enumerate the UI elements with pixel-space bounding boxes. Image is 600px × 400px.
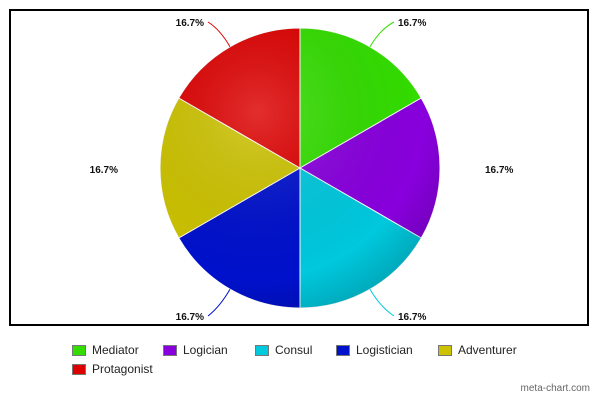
legend-item-consul: Consul: [255, 342, 312, 358]
legend-swatch: [72, 344, 86, 356]
legend-label: Adventurer: [458, 343, 517, 357]
pie-slices: [159, 27, 441, 309]
legend-swatch: [336, 344, 350, 356]
slice-label-consul: 16.7%: [398, 312, 426, 323]
slice-label-mediator: 16.7%: [398, 18, 426, 29]
legend-label: Logician: [183, 343, 228, 357]
legend-swatch: [438, 344, 452, 356]
slice-labels: 16.7% 16.7% 16.7% 16.7% 16.7% 16.7%: [90, 18, 514, 323]
slice-label-logician: 16.7%: [485, 165, 513, 176]
legend-swatch: [72, 363, 86, 375]
watermark: meta-chart.com: [520, 383, 590, 394]
leader-line-mediator: [369, 21, 395, 48]
legend-item-adventurer: Adventurer: [438, 342, 517, 358]
legend-label: Consul: [275, 343, 313, 357]
slice-label-protagonist: 16.7%: [176, 18, 204, 29]
legend-swatch: [163, 344, 177, 356]
leader-line-logistician: [207, 288, 231, 317]
legend-item-mediator: Mediator: [72, 342, 139, 358]
legend-label: Logistician: [356, 343, 413, 357]
legend-item-logistician: Logistician: [336, 342, 413, 358]
legend-label: Mediator: [92, 343, 139, 357]
legend-item-protagonist: Protagonist: [72, 361, 153, 377]
legend-item-logician: Logician: [163, 342, 228, 358]
leader-line-protagonist: [207, 21, 231, 48]
legend-swatch: [255, 344, 269, 356]
slice-label-adventurer: 16.7%: [90, 165, 118, 176]
legend-label: Protagonist: [92, 362, 153, 376]
leader-line-consul: [369, 288, 395, 317]
slice-label-logistician: 16.7%: [176, 312, 204, 323]
